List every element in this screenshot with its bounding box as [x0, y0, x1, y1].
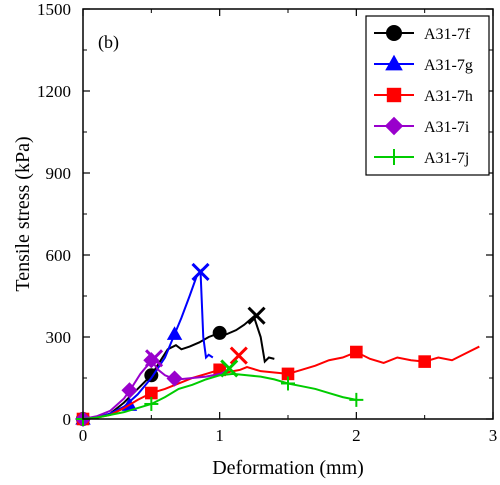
data-point	[166, 326, 183, 340]
legend-label: A31-7i	[424, 119, 470, 136]
axis-ticks: 0 1 2 3 0 300 600 900 1200 1500	[37, 0, 497, 445]
y-tick-label: 1500	[37, 0, 71, 19]
legend-marker	[385, 54, 403, 71]
legend-label: A31-7h	[424, 88, 473, 105]
x-tick-label: 0	[79, 426, 88, 445]
series-A31-7g	[75, 262, 214, 425]
legend: A31-7f A31-7g A31-7h A31-7i A31-7j	[365, 15, 490, 176]
failure-point-b	[191, 262, 210, 282]
legend-label: A31-7j	[424, 150, 469, 167]
data-point	[281, 367, 295, 381]
series-A31-7h	[76, 345, 480, 426]
legend-label: A31-7g	[424, 57, 473, 74]
failure-point	[247, 306, 266, 325]
series-line	[82, 372, 357, 420]
legend-label: A31-7f	[424, 26, 471, 43]
x-tick-label: 3	[489, 426, 498, 445]
data-point	[212, 325, 227, 340]
failure-point-b	[145, 349, 164, 368]
failure-point-b	[247, 306, 266, 325]
y-tick-label: 1200	[37, 82, 71, 101]
data-point	[281, 376, 295, 391]
data-point	[418, 355, 431, 368]
panel-label: (b)	[98, 32, 119, 53]
data-point	[166, 370, 183, 387]
y-axis-label: Tensile stress (kPa)	[12, 136, 34, 291]
failure-point-b	[220, 359, 239, 378]
data-point	[349, 392, 364, 407]
failure-point	[191, 262, 210, 282]
data-point	[144, 396, 159, 411]
legend-marker	[384, 116, 404, 136]
y-tick-label: 600	[46, 246, 72, 265]
data-point	[350, 345, 363, 359]
curves-layer	[74, 262, 480, 428]
data-point	[145, 386, 158, 400]
series-A31-7i	[74, 349, 227, 428]
failure-point	[229, 346, 248, 365]
failure-point-b	[229, 346, 248, 365]
legend-marker	[386, 25, 402, 41]
series-line	[82, 314, 275, 420]
failure-point	[145, 349, 164, 368]
series-line	[82, 358, 227, 420]
x-axis-label: Deformation (mm)	[212, 457, 364, 479]
legend-marker	[386, 87, 402, 103]
y-tick-label: 900	[46, 164, 72, 183]
x-tick-label: 2	[352, 426, 361, 445]
series-line	[82, 268, 214, 420]
data-point	[121, 382, 138, 399]
series-A31-7f	[76, 306, 275, 426]
failure-point	[220, 359, 239, 378]
x-tick-label: 1	[215, 426, 224, 445]
legend-marker	[386, 149, 402, 165]
y-tick-label: 0	[63, 410, 72, 429]
y-tick-label: 300	[46, 328, 72, 347]
